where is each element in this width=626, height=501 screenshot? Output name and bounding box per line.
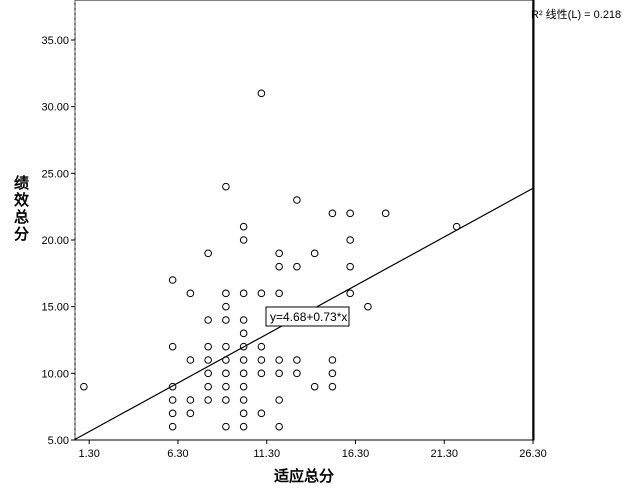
data-point [239,396,248,404]
data-point [346,262,354,271]
data-point [275,289,283,298]
x-tick-label: 16.30 [342,448,370,460]
equation-box-border [265,306,350,327]
data-point [257,409,266,418]
data-point [222,342,230,351]
data-point [239,409,248,418]
data-point [204,356,212,364]
data-point [275,396,283,404]
data-point [186,356,195,364]
data-point [204,249,212,258]
x-tick-label: 6.30 [167,448,188,460]
data-point [328,356,337,364]
x-tick-label: 11.30 [253,448,280,460]
x-axis-ticks: 1.30 6.30 11.30 16.30 21.30 26.30 [78,440,547,460]
r2-label: R² 线性(L) = 0.218 [531,7,621,21]
equation-label: y=4.68+0.73*x [270,310,347,324]
x-tick-label: 26.30 [519,448,547,460]
data-point [222,182,230,191]
data-point [346,209,354,218]
y-tick-label: 5.00 [48,435,69,447]
data-point [222,382,230,391]
data-point [257,89,266,98]
x-tick-label: 21.30 [430,448,458,460]
y-tick-label: 35.00 [41,35,69,47]
y-axis-ticks: 5.00 10.00 15.00 20.00 25.00 30.00 35.00 [41,35,75,447]
data-point [239,369,248,378]
data-point [239,222,248,231]
data-point [222,422,230,431]
data-point [328,382,337,391]
data-point [275,356,283,364]
data-point [239,342,248,351]
data-point [275,369,283,378]
data-point [364,302,372,311]
data-point [275,262,283,271]
data-point [186,289,195,298]
data-point [293,369,301,378]
data-point [381,209,390,218]
data-point [204,382,212,391]
data-point [168,382,177,391]
data-point [239,316,248,324]
data-point [204,369,212,378]
x-axis-label: 适应总分 [274,467,334,485]
data-point [257,369,266,378]
data-point [222,302,230,311]
plot-area [74,0,535,441]
data-point [275,422,283,431]
data-point [239,382,248,391]
x-tick-label: 1.30 [78,448,99,460]
data-point [239,236,248,244]
data-point [80,382,88,391]
data-point [293,262,301,271]
y-axis-label: 绩效总分 [14,174,30,243]
data-point [168,396,177,404]
data-point [186,396,195,404]
data-point [328,209,337,218]
data-point [222,369,230,378]
y-tick-label: 10.00 [41,368,69,380]
data-point [222,396,230,404]
data-point [257,342,266,351]
data-point [239,329,248,338]
data-point [293,196,301,204]
data-point [186,409,195,418]
data-point [310,249,319,258]
data-point [239,422,248,431]
data-point [204,342,212,351]
data-point [275,249,283,258]
data-point [204,316,212,324]
data-point [257,356,266,364]
data-point [204,396,212,404]
data-points [80,89,461,431]
data-point [222,316,230,324]
data-point [346,289,354,298]
data-point [168,276,177,284]
equation-box: y=4.68+0.73*x [265,306,350,327]
data-point [293,356,301,364]
data-point [168,409,177,418]
data-point [239,356,248,364]
y-tick-label: 25.00 [41,168,69,180]
y-tick-label: 20.00 [41,235,69,247]
data-point [346,236,354,244]
data-point [257,289,266,298]
data-point [310,382,319,391]
data-point [328,369,337,378]
y-tick-label: 15.00 [41,302,69,314]
y-tick-label: 30.00 [41,102,69,114]
data-point [168,342,177,351]
data-point [222,289,230,298]
data-point [168,422,177,431]
data-point [239,289,248,298]
